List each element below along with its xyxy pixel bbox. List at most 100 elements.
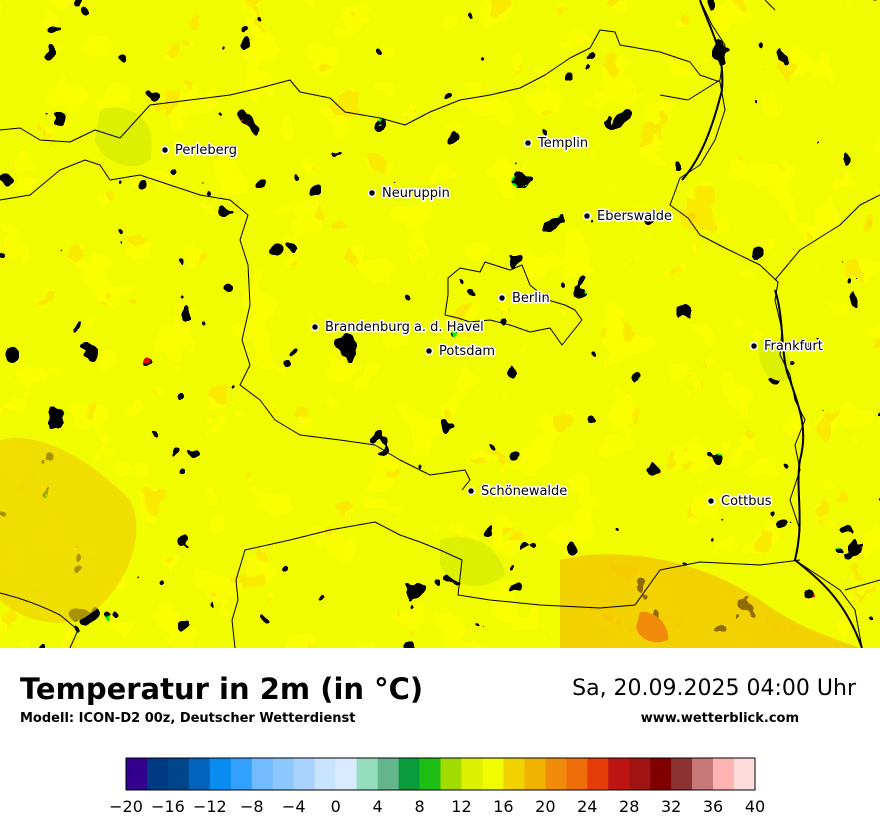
legend-swatch <box>419 758 441 790</box>
city-label: Berlin <box>512 291 550 306</box>
legend-swatch <box>650 758 672 790</box>
legend-swatch <box>629 758 651 790</box>
legend-swatch <box>314 758 336 790</box>
city-label: Templin <box>537 136 588 151</box>
legend-color-bar <box>125 757 756 791</box>
legend-tick-label: −8 <box>240 797 264 816</box>
legend-tick-label: 12 <box>451 797 471 816</box>
model-source: Modell: ICON-D2 00z, Deutscher Wetterdie… <box>20 711 356 726</box>
forecast-datetime: Sa, 20.09.2025 04:00 Uhr <box>572 676 856 701</box>
legend-tick-label: 24 <box>577 797 597 816</box>
legend-swatch <box>272 758 295 790</box>
legend-tick-label: −12 <box>193 797 227 816</box>
legend-tick-label: 20 <box>535 797 555 816</box>
legend-swatch <box>146 758 169 790</box>
city-brandenburg-a-d-havel: Brandenburg a. d. Havel <box>310 319 485 337</box>
far-east-border <box>844 579 880 591</box>
warm-region-south <box>560 554 860 648</box>
legend-swatch <box>377 758 399 790</box>
temperature-map: Perleberg Templin Neuruppin Eberswalde Berli… <box>0 0 880 648</box>
legend-swatch <box>126 758 148 790</box>
city-dot <box>706 496 716 506</box>
legend-swatch <box>524 758 546 790</box>
legend-swatch <box>293 758 315 790</box>
legend-frame <box>125 757 756 791</box>
legend-tick-label: 28 <box>619 797 639 816</box>
city-dot <box>497 293 507 303</box>
city-berlin: Berlin <box>497 290 551 308</box>
legend-tick-label: 40 <box>745 797 765 816</box>
city-potsdam: Potsdam <box>424 343 497 361</box>
poland-border-north <box>659 0 726 101</box>
city-label: Perleberg <box>175 143 237 158</box>
legend-swatch <box>230 758 253 790</box>
city-dot <box>749 341 759 351</box>
city-label: Eberswalde <box>597 209 672 224</box>
legend-swatch <box>440 758 462 790</box>
legend-swatch <box>167 758 190 790</box>
legend-swatch <box>209 758 232 790</box>
cool-patch-south <box>440 536 505 586</box>
legend-tick-label: 16 <box>493 797 513 816</box>
legend-swatch <box>503 758 525 790</box>
legend-swatch <box>587 758 609 790</box>
eastern-region-border <box>774 194 880 281</box>
legend-swatch <box>251 758 274 790</box>
legend-swatch <box>566 758 588 790</box>
city-label: Potsdam <box>439 344 495 359</box>
city-dot <box>367 188 377 198</box>
city-dot <box>310 322 320 332</box>
legend-tick-label: 8 <box>414 797 424 816</box>
city-label: Cottbus <box>721 494 772 509</box>
legend-swatch <box>692 758 714 790</box>
city-markers: Perleberg Templin Neuruppin Eberswalde Berli… <box>160 135 824 511</box>
city-dot <box>160 145 170 155</box>
cool-patch-north-west <box>95 107 152 167</box>
berlin-border <box>444 261 583 346</box>
legend-swatch <box>188 758 211 790</box>
city-templin: Templin <box>523 135 590 153</box>
city-label: Brandenburg a. d. Havel <box>325 320 484 335</box>
city-dot <box>466 486 476 496</box>
city-label: Neuruppin <box>382 186 450 201</box>
legend-tick-label: −4 <box>282 797 306 816</box>
legend-tick-labels: −20 −16 −12 −8 −4 0 4 8 12 16 20 24 28 32 36 40 <box>109 797 765 816</box>
city-dot <box>582 211 592 221</box>
city-label: Frankfurt <box>764 339 823 354</box>
southern-border <box>0 592 79 648</box>
legend-swatch <box>608 758 630 790</box>
hot-spot-south <box>636 611 669 643</box>
northeast-border <box>764 0 776 11</box>
legend-swatch <box>398 758 420 790</box>
legend-swatch <box>482 758 504 790</box>
city-dot <box>424 346 434 356</box>
city-schönewalde: Schönewalde <box>466 483 569 501</box>
city-perleberg: Perleberg <box>160 142 238 160</box>
legend-tick-label: 0 <box>331 797 341 816</box>
legend-tick-label: 32 <box>661 797 681 816</box>
warm-region-south-west <box>0 438 137 623</box>
temperature-legend: −20 −16 −12 −8 −4 0 4 8 12 16 20 24 28 32 36 40 <box>109 757 765 816</box>
legend-swatch <box>461 758 483 790</box>
saxony-border <box>231 521 801 648</box>
legend-tick-label: −16 <box>151 797 185 816</box>
brandenburg-southwest-border <box>0 159 471 491</box>
city-eberswalde: Eberswalde <box>582 208 674 226</box>
city-neuruppin: Neuruppin <box>367 185 451 203</box>
legend-tick-label: 4 <box>373 797 383 816</box>
legend-tick-label: −20 <box>109 797 143 816</box>
legend-swatch <box>356 758 378 790</box>
legend-swatch <box>335 758 357 790</box>
legend-tick-label: 36 <box>703 797 723 816</box>
legend-swatch <box>734 758 756 790</box>
legend-swatch <box>671 758 693 790</box>
city-label: Schönewalde <box>481 484 567 499</box>
website-link[interactable]: www.wetterblick.com <box>640 711 799 726</box>
oder-river <box>681 0 863 648</box>
legend-swatch <box>545 758 567 790</box>
city-dot <box>523 138 533 148</box>
city-cottbus: Cottbus <box>706 493 773 511</box>
map-title: Temperatur in 2m (in °C) <box>20 672 424 706</box>
legend-swatch <box>713 758 735 790</box>
city-frankfurt: Frankfurt <box>749 338 824 356</box>
